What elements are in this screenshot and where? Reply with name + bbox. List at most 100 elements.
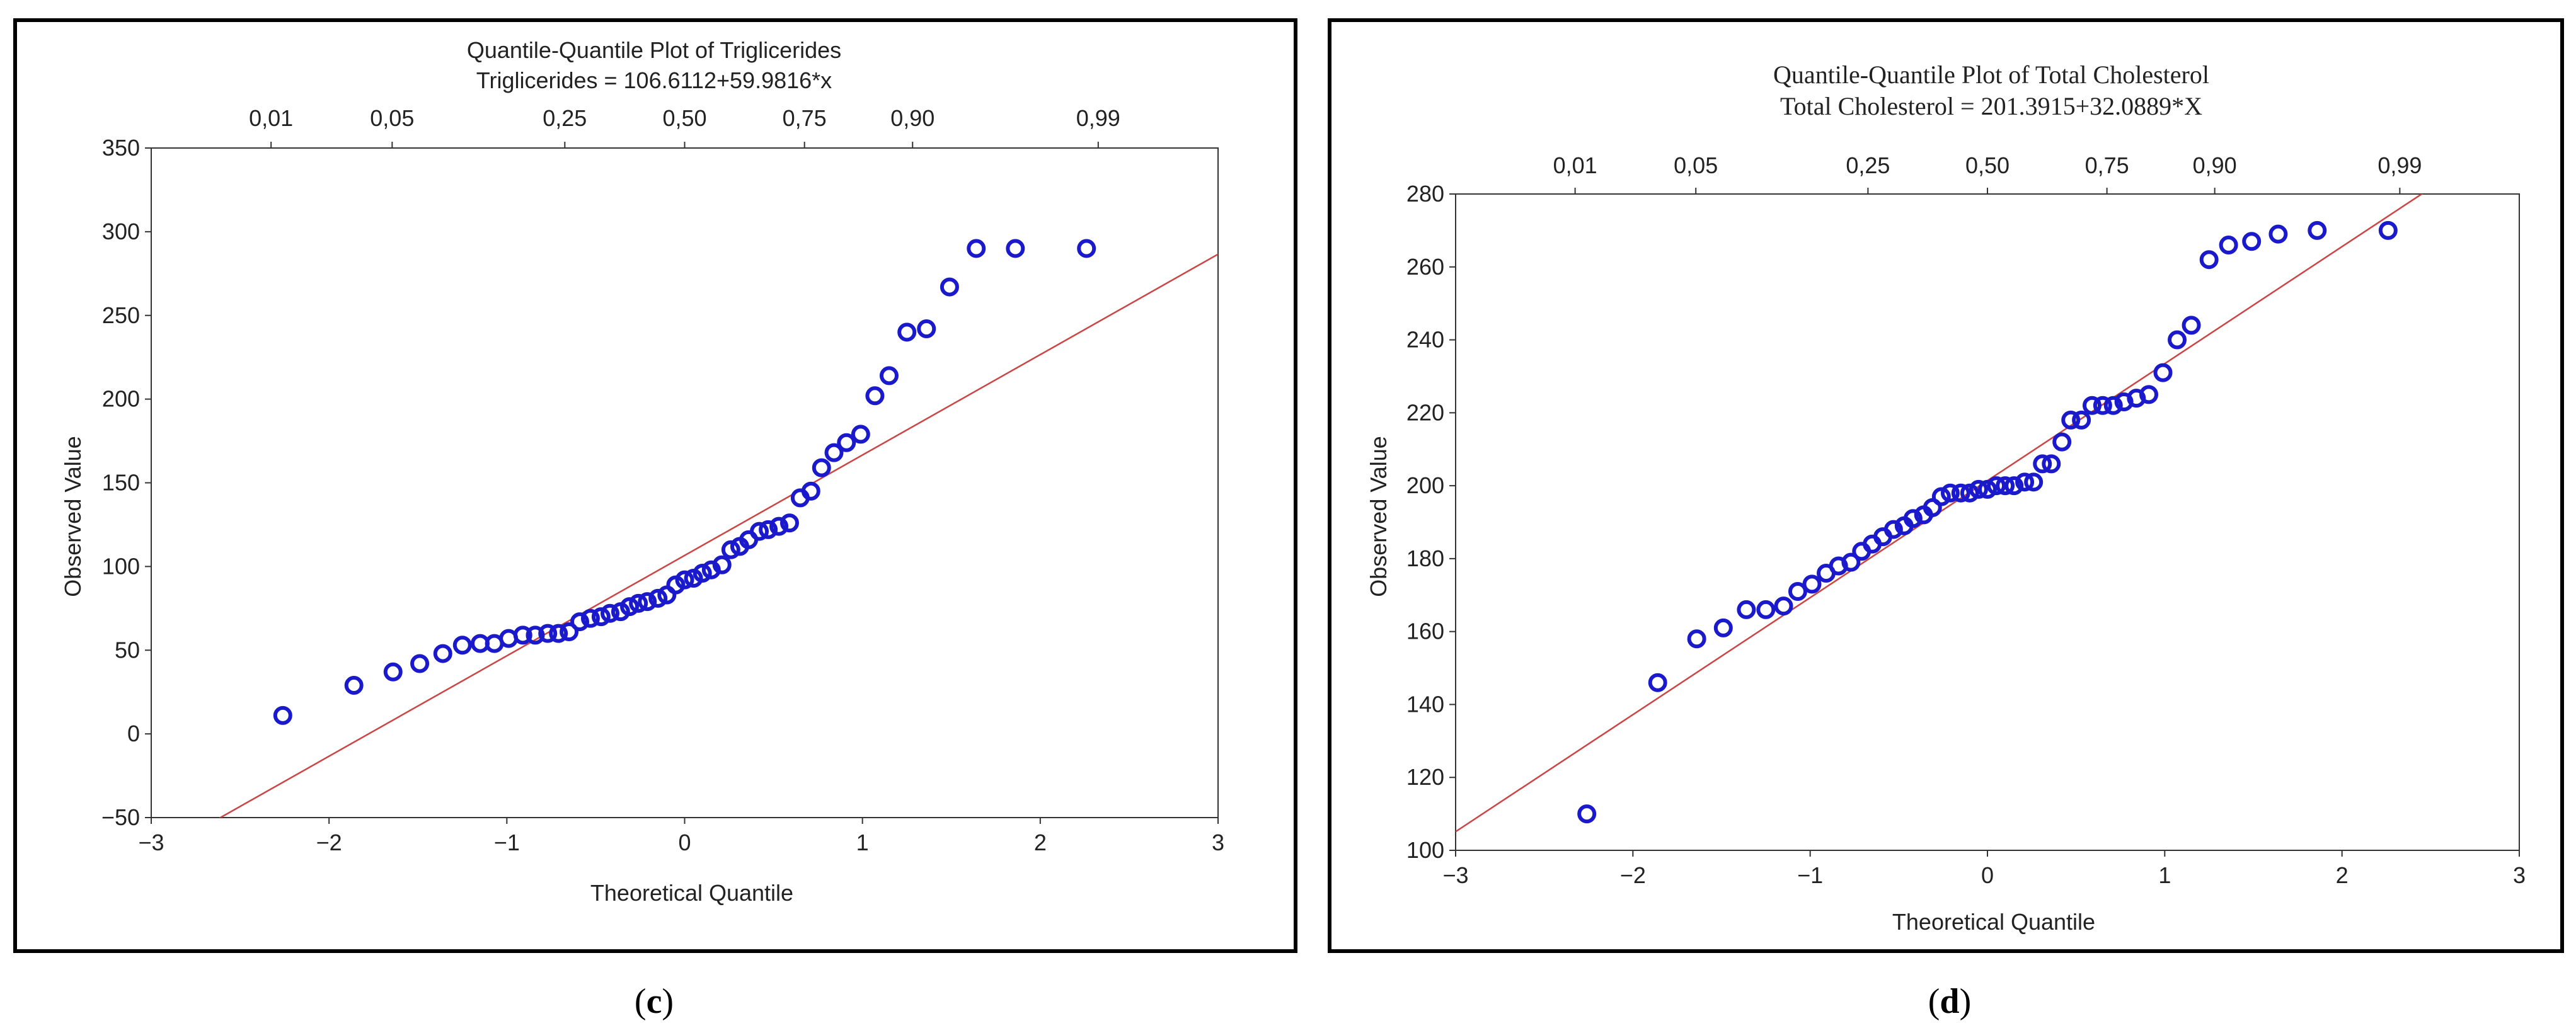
y-tick-label: 100: [102, 553, 140, 579]
data-point: [1774, 596, 1793, 616]
x-axis-label: Theoretical Quantile: [590, 880, 793, 906]
panel-label-close: ): [1960, 982, 1972, 1021]
data-point: [538, 624, 558, 643]
data-point: [1978, 479, 1997, 499]
data-point: [675, 570, 694, 590]
data-point: [801, 481, 820, 501]
data-point: [897, 322, 917, 342]
data-point: [600, 603, 619, 623]
data-point: [1737, 600, 1756, 619]
top-tick-label: 0,99: [2378, 152, 2422, 178]
data-point: [2153, 363, 2173, 382]
data-point: [638, 592, 657, 612]
data-point: [620, 597, 640, 617]
data-point: [273, 705, 292, 725]
data-point: [1788, 581, 1807, 601]
x-tick-label: 3: [1212, 830, 1224, 855]
data-point: [2072, 410, 2091, 430]
data-point: [693, 564, 712, 583]
data-point: [2378, 220, 2398, 240]
panel-c: Quantile-Quantile Plot of Triglicerides …: [13, 18, 1297, 1021]
data-point: [2093, 396, 2112, 415]
panel-d: Quantile-Quantile Plot of Total Choleste…: [1328, 18, 2564, 1021]
panel-label-letter: d: [1940, 982, 1959, 1021]
data-point: [2033, 454, 2052, 474]
y-tick-label: 50: [115, 637, 140, 663]
top-tick-label: 0,50: [662, 105, 706, 131]
data-point: [824, 443, 844, 462]
top-tick-label: 0,90: [890, 105, 934, 131]
data-point: [513, 625, 532, 645]
top-tick-label: 0,50: [1965, 152, 2010, 178]
top-tick-label: 0,75: [783, 105, 827, 131]
x-tick-label: 1: [856, 830, 869, 855]
x-tick-label: 2: [1034, 830, 1047, 855]
data-point: [1940, 483, 1960, 503]
top-tick-label: 0,01: [249, 105, 293, 131]
data-point: [851, 425, 870, 444]
plot-area: [1455, 193, 2520, 851]
panel-label-close: ): [662, 982, 674, 1021]
chart-title: Quantile-Quantile Plot of Triglicerides: [467, 37, 841, 63]
y-tick-label: 120: [1406, 764, 1444, 790]
data-point: [2219, 236, 2238, 255]
x-tick-label: −3: [138, 830, 164, 855]
y-axis-label: Observed Value: [60, 436, 86, 596]
data-point: [2139, 385, 2159, 404]
data-point: [1841, 552, 1861, 572]
data-point: [383, 662, 403, 682]
data-point: [1687, 629, 1706, 649]
x-tick-label: 1: [2158, 862, 2171, 888]
y-tick-label: 280: [1406, 181, 1444, 207]
data-point: [1577, 804, 1597, 824]
x-tick-label: 2: [2336, 862, 2349, 888]
y-tick-label: 100: [1406, 837, 1444, 863]
panel-label-open: (: [635, 982, 647, 1021]
top-tick-label: 0,90: [2193, 152, 2237, 178]
data-point: [2082, 396, 2102, 415]
y-axis-label: Observed Value: [1366, 436, 1391, 596]
data-point: [526, 625, 545, 645]
data-point: [759, 520, 778, 539]
y-tick-label: 200: [102, 386, 140, 412]
data-point: [712, 555, 732, 574]
data-point: [648, 588, 668, 608]
y-tick-label: 250: [102, 302, 140, 328]
data-point: [750, 522, 769, 541]
y-tick-label: 350: [102, 135, 140, 161]
fit-line: [219, 253, 1218, 818]
x-axis-label: Theoretical Quantile: [1892, 909, 2095, 935]
panel-label: (d): [1928, 982, 1971, 1021]
data-point: [452, 636, 472, 655]
y-tick-label: 180: [1406, 545, 1444, 571]
data-point: [812, 458, 831, 477]
top-tick-label: 0,25: [543, 105, 587, 131]
data-point: [967, 239, 986, 258]
data-point: [1648, 673, 1667, 692]
data-point: [917, 319, 936, 339]
plot-area: [151, 147, 1219, 818]
data-point: [1951, 483, 1970, 503]
panel-label-open: (: [1928, 982, 1940, 1021]
top-tick-label: 0,99: [1076, 105, 1120, 131]
data-point: [940, 277, 959, 297]
data-point: [2103, 396, 2123, 415]
data-point: [2061, 410, 2081, 430]
data-point: [1006, 239, 1025, 258]
data-point: [721, 540, 740, 559]
data-point: [1987, 476, 2006, 496]
data-point: [865, 386, 885, 406]
data-point: [1960, 483, 1979, 503]
data-point: [769, 516, 789, 536]
y-tick-label: 200: [1406, 472, 1444, 498]
data-point: [1969, 479, 1988, 499]
x-tick-label: 0: [1981, 862, 1994, 888]
chart-subtitle: Triglicerides = 106.6112+59.9816*x: [476, 67, 832, 93]
panel-c-frame: [13, 18, 1297, 953]
chart-subtitle: Total Cholesterol = 201.3915+32.0889*X: [1780, 92, 2202, 120]
x-tick-label: −2: [316, 830, 342, 855]
data-point: [433, 644, 452, 663]
top-tick-label: 0,01: [1553, 152, 1597, 178]
data-point: [879, 366, 899, 385]
